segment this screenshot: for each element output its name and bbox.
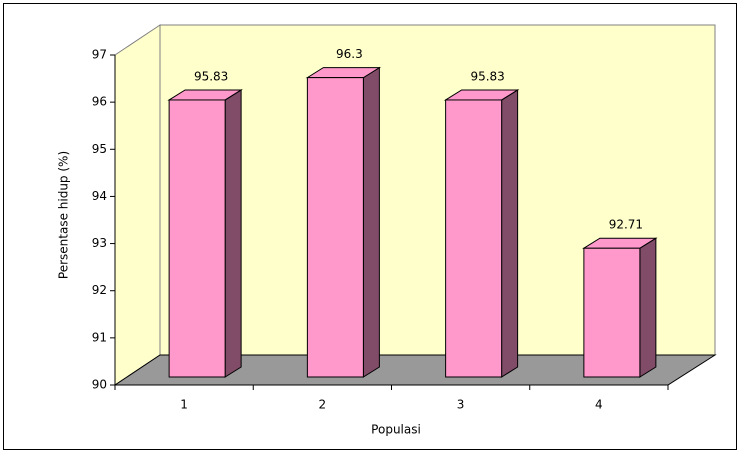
x-tick-label: 2 (319, 398, 327, 412)
y-tick-label: 90 (92, 378, 107, 392)
y-tick-label: 91 (92, 330, 107, 344)
bar (445, 99, 503, 378)
y-tick-label: 92 (92, 283, 107, 297)
side-wall (114, 24, 161, 386)
bar (168, 99, 226, 378)
bar (306, 77, 364, 378)
bar-side (362, 66, 380, 378)
x-tick-label: 4 (595, 398, 603, 412)
y-axis-label: Persentase hidup (%) (57, 151, 71, 279)
bar-side (639, 237, 657, 378)
y-tick-label: 96 (92, 95, 107, 109)
data-label: 95.83 (194, 69, 228, 83)
data-label: 92.71 (609, 218, 643, 232)
x-axis-label: Populasi (371, 423, 421, 437)
y-tick-label: 95 (92, 142, 107, 156)
y-tick-label: 97 (92, 48, 107, 62)
bar-side (224, 89, 242, 378)
x-tick-label: 3 (457, 398, 465, 412)
bar-side (501, 89, 519, 378)
data-label: 95.83 (470, 69, 504, 83)
y-tick-label: 94 (92, 189, 107, 203)
bar (583, 247, 641, 378)
data-label: 96.3 (336, 47, 363, 61)
x-tick-label: 1 (180, 398, 188, 412)
y-tick-label: 93 (92, 236, 107, 250)
